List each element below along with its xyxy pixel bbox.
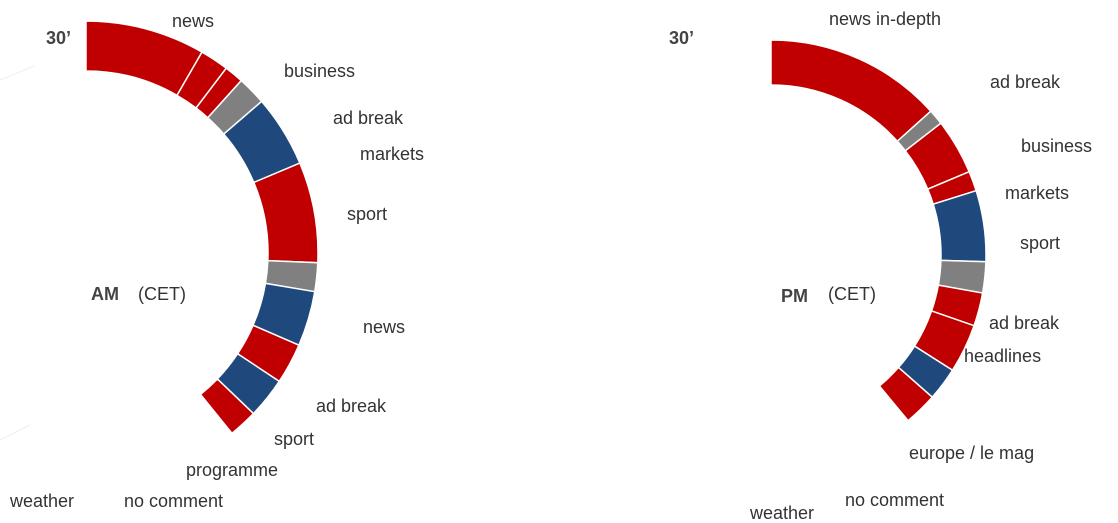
pm-duration-label: 30’	[669, 28, 694, 48]
pm-segment-label: ad break	[990, 72, 1061, 92]
am-segment-label: sport	[347, 204, 387, 224]
am-subtitle: (CET)	[138, 284, 186, 304]
am-segment-label: business	[284, 61, 355, 81]
pm-segment-label: business	[1021, 136, 1092, 156]
pm-chart: 30’ PM (CET) news in-depth ad break busi…	[669, 9, 1092, 523]
am-segment-label: ad break	[316, 396, 387, 416]
decorative-line	[0, 65, 35, 81]
pm-segment-label: markets	[1005, 183, 1069, 203]
am-segment-label: news	[172, 11, 214, 31]
pm-segment-arc	[878, 366, 934, 422]
am-segments	[85, 20, 319, 435]
am-title: AM	[91, 284, 119, 304]
pm-segment-label: sport	[1020, 233, 1060, 253]
am-segment-label: programme	[186, 460, 278, 480]
pm-segment-label: ad break	[989, 313, 1060, 333]
am-segment-label: news	[363, 317, 405, 337]
pm-segment-label: europe / le mag	[909, 443, 1034, 463]
am-segment-label: no comment	[124, 491, 223, 511]
am-segment-label: weather	[9, 491, 74, 511]
am-segment-label: markets	[360, 144, 424, 164]
pm-segment-label: weather	[749, 503, 814, 523]
pm-segment-label: no comment	[845, 490, 944, 510]
pm-segment-arc	[932, 189, 987, 263]
decorative-line	[0, 424, 31, 441]
am-duration-label: 30’	[46, 28, 71, 48]
pm-subtitle: (CET)	[828, 284, 876, 304]
pm-segment-arc	[770, 39, 932, 143]
am-chart: 30’ AM (CET) news business ad break mark…	[0, 11, 424, 511]
pm-segment-label: headlines	[964, 346, 1041, 366]
am-segment-arc	[199, 377, 255, 435]
am-segment-label: sport	[274, 429, 314, 449]
pm-title: PM	[781, 286, 808, 306]
am-segment-label: ad break	[333, 108, 404, 128]
pm-segment-label: news in-depth	[829, 9, 941, 29]
am-segment-arc	[252, 162, 319, 264]
pm-segments	[770, 39, 987, 422]
